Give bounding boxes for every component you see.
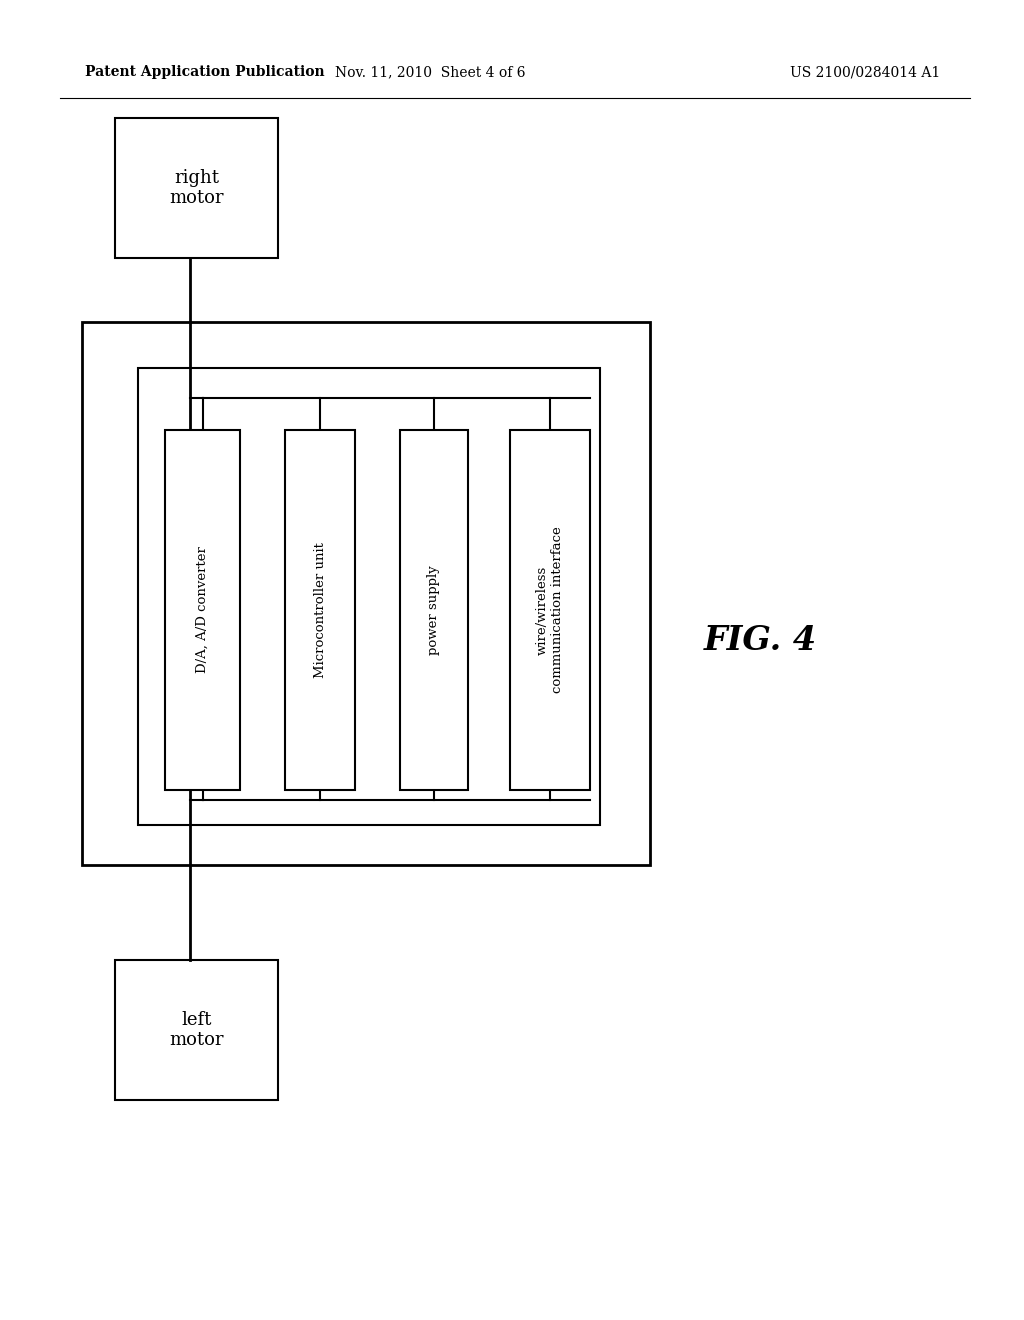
Bar: [115, 117, 278, 257]
Text: wire/wireless
communication interface: wire/wireless communication interface: [536, 527, 564, 693]
Text: Microcontroller unit: Microcontroller unit: [313, 543, 327, 678]
Bar: [165, 430, 240, 789]
Bar: [510, 430, 590, 789]
Bar: [285, 430, 355, 789]
Text: US 2100/0284014 A1: US 2100/0284014 A1: [790, 65, 940, 79]
Text: Patent Application Publication: Patent Application Publication: [85, 65, 325, 79]
Bar: [400, 430, 468, 789]
Text: FIG. 4: FIG. 4: [703, 623, 816, 656]
Text: D/A, A/D converter: D/A, A/D converter: [196, 546, 209, 673]
Bar: [138, 368, 600, 825]
Text: power supply: power supply: [427, 565, 440, 655]
Bar: [115, 960, 278, 1100]
Text: Nov. 11, 2010  Sheet 4 of 6: Nov. 11, 2010 Sheet 4 of 6: [335, 65, 525, 79]
Bar: [82, 322, 650, 865]
Text: left
motor: left motor: [169, 1011, 224, 1049]
Text: right
motor: right motor: [169, 169, 224, 207]
